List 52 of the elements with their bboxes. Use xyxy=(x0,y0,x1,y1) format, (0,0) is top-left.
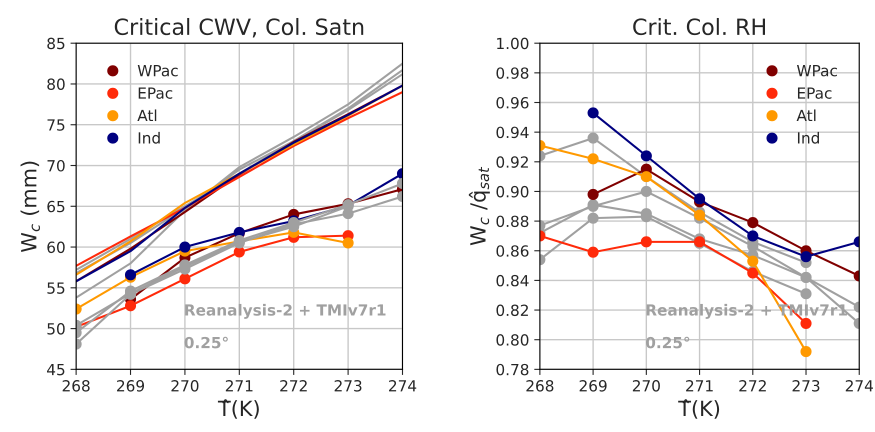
x-tick-label: 274 xyxy=(846,380,873,392)
x-tick-label: 270 xyxy=(171,380,198,392)
y-tick-label: 80 xyxy=(47,78,65,90)
x-tick-label: 273 xyxy=(334,380,362,392)
x-tick-label: 271 xyxy=(686,380,713,392)
legend-label: Ind xyxy=(798,132,819,144)
annotation: 0.25° xyxy=(646,336,690,348)
y-tick-label: 0.84 xyxy=(496,274,529,286)
legend-label: WPac xyxy=(796,65,837,76)
x-tick-label: 271 xyxy=(226,380,252,392)
y-tick-label: 75 xyxy=(48,119,64,131)
y-tick-label: 55 xyxy=(47,282,64,294)
x-tick-label: 272 xyxy=(280,380,307,392)
y-tick-label: 45 xyxy=(47,364,64,376)
y-tick-label: 50 xyxy=(47,323,65,335)
chart-title: Crit. Col. RH xyxy=(633,18,765,36)
legend-label: WPac xyxy=(138,65,178,76)
y-tick-label: 70 xyxy=(48,160,65,172)
y-tick-label: 85 xyxy=(47,38,64,50)
x-tick-label: 268 xyxy=(526,380,554,392)
chart-title: Critical CWV, Col. Satn xyxy=(114,18,364,38)
y-tick-label: 60 xyxy=(47,242,65,254)
y-tick-label: 0.98 xyxy=(496,67,528,79)
y-axis-title: W$_{c}$ /q̂$_{sat}$ xyxy=(468,166,490,246)
x-tick-label: 270 xyxy=(632,380,660,392)
x-tick-label: 269 xyxy=(580,380,607,392)
y-tick-label: 0.92 xyxy=(496,156,528,168)
y-tick-label: 0.82 xyxy=(496,304,528,316)
y-tick-label: 0.78 xyxy=(496,364,528,376)
y-tick-label: 0.94 xyxy=(496,126,529,138)
legend-label: EPac xyxy=(798,87,832,99)
y-tick-label: 0.86 xyxy=(496,245,528,257)
y-tick-label: 0.90 xyxy=(496,186,528,198)
legend-label: EPac xyxy=(138,87,172,99)
y-tick-label: 1.00 xyxy=(497,38,528,50)
x-axis-title: T̂(K) xyxy=(218,399,259,419)
y-tick-label: 0.96 xyxy=(496,96,528,109)
x-axis-title: T̂(K) xyxy=(678,399,720,419)
x-tick-label: 274 xyxy=(389,380,416,392)
x-tick-label: 273 xyxy=(792,380,820,392)
y-tick-label: 65 xyxy=(47,200,64,212)
y-axis-title: W$_{c}$ (mm) xyxy=(20,162,40,252)
legend-label: Ind xyxy=(138,132,160,144)
y-tick-label: 0.88 xyxy=(496,216,528,228)
y-tick-label: 0.80 xyxy=(496,334,528,346)
annotation: 0.25° xyxy=(184,336,228,348)
legend-label: Atl xyxy=(796,109,816,122)
x-tick-label: 272 xyxy=(739,380,766,392)
x-tick-label: 268 xyxy=(62,380,90,392)
legend-label: Atl xyxy=(137,109,156,122)
annotation: Reanalysis-2 + TMIv7r1 xyxy=(185,304,386,319)
x-tick-label: 269 xyxy=(117,380,144,392)
